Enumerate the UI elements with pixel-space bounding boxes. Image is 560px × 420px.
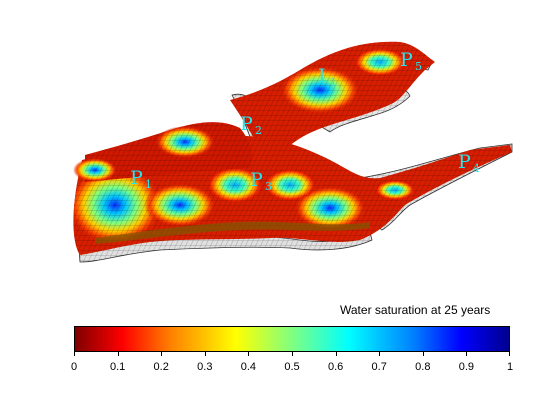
colorbar (74, 326, 510, 352)
well-label-p1: P 1 (130, 167, 152, 191)
colorbar-tick-mark (292, 352, 293, 356)
colorbar-tick-mark (248, 352, 250, 356)
colorbar-tick-mark (74, 352, 75, 356)
svg-text:1: 1 (330, 76, 337, 89)
well-label-p5: P 5 (400, 49, 422, 73)
colorbar-tick-mark (379, 352, 381, 356)
colorbar-tick-label: 1 (506, 361, 514, 373)
well-label-p4: P 4 (458, 151, 480, 175)
colorbar-tick-label: 0.6 (327, 361, 344, 373)
reservoir-3d-plot: I 1 P 1 P 2 P 3 P 4 P 5 (73, 41, 513, 263)
svg-text:P: P (458, 151, 471, 173)
colorbar-tick-label: 0.4 (240, 361, 257, 373)
svg-text:P: P (250, 169, 263, 191)
colorbar-tick-mark (161, 352, 163, 356)
colorbar-tick-mark (335, 352, 337, 356)
svg-text:2: 2 (255, 124, 262, 137)
colorbar-tick-mark (117, 352, 119, 356)
colorbar-tick-label: 0.2 (153, 361, 169, 373)
colorbar-tick-label: 0.7 (371, 361, 387, 373)
colorbar-tick-mark (466, 352, 468, 356)
colorbar-tick-mark (422, 352, 424, 356)
svg-text:5: 5 (415, 60, 422, 73)
colorbar-tick-label: 0.8 (415, 361, 431, 373)
colorbar-tick-label: 0.3 (197, 361, 213, 373)
svg-text:P: P (400, 49, 413, 71)
svg-text:3: 3 (265, 180, 272, 193)
well-label-p2: P 2 (240, 113, 262, 137)
colorbar-tick-label: 0.5 (284, 361, 300, 373)
svg-text:P: P (240, 113, 253, 135)
svg-text:I: I (318, 65, 326, 87)
svg-text:P: P (130, 167, 143, 189)
colorbar-tick-label: 0.9 (458, 361, 475, 373)
svg-text:4: 4 (473, 162, 480, 175)
colorbar-tick-mark (204, 352, 206, 356)
colorbar-caption: Water saturation at 25 years (340, 303, 491, 317)
colorbar-tick-mark (509, 352, 510, 356)
well-label-p3: P 3 (250, 169, 272, 193)
colorbar-tick-label: 0.1 (109, 361, 126, 373)
well-label-i1: I 1 (318, 65, 337, 89)
colorbar-tick-label: 0 (70, 361, 78, 373)
colorbar-ticks: 0 0.1 0.2 0.3 0.4 0.5 0.6 0.7 0.8 0.9 1 (70, 352, 514, 382)
svg-text:1: 1 (145, 178, 152, 191)
